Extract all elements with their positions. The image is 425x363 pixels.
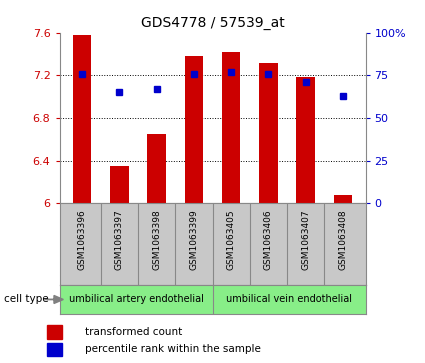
Text: GSM1063407: GSM1063407	[301, 209, 310, 270]
Bar	[222, 52, 241, 203]
Text: cell type: cell type	[4, 294, 49, 305]
Title: GDS4778 / 57539_at: GDS4778 / 57539_at	[141, 16, 284, 30]
Text: umbilical vein endothelial: umbilical vein endothelial	[226, 294, 352, 305]
Text: GSM1063408: GSM1063408	[339, 209, 348, 270]
Bar	[334, 195, 352, 203]
Bar	[110, 166, 128, 203]
Text: GSM1063398: GSM1063398	[152, 209, 161, 270]
Text: umbilical artery endothelial: umbilical artery endothelial	[68, 294, 204, 305]
Text: percentile rank within the sample: percentile rank within the sample	[85, 344, 261, 354]
Bar	[297, 77, 315, 203]
Bar	[73, 35, 91, 203]
Text: GSM1063405: GSM1063405	[227, 209, 235, 270]
Bar	[184, 56, 203, 203]
Text: GSM1063399: GSM1063399	[190, 209, 198, 270]
Text: GSM1063397: GSM1063397	[115, 209, 124, 270]
Text: GSM1063396: GSM1063396	[77, 209, 86, 270]
Bar	[259, 62, 278, 203]
Text: GSM1063406: GSM1063406	[264, 209, 273, 270]
Text: transformed count: transformed count	[85, 327, 182, 337]
Bar	[147, 134, 166, 203]
